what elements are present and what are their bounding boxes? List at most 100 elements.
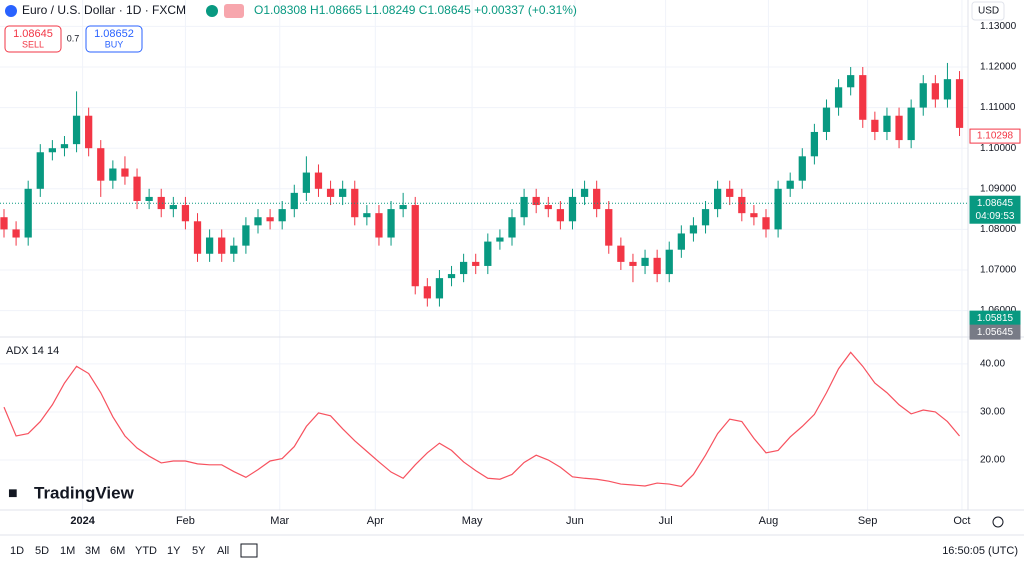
candle-body: [955, 79, 964, 128]
logo: TradingView: [34, 483, 135, 502]
candle-body: [254, 217, 262, 226]
countdown: 04:09:53: [976, 211, 1015, 222]
candle-body: [339, 188, 347, 197]
candle-body: [919, 83, 927, 108]
symbol-icon: [5, 5, 17, 17]
candle-body: [109, 168, 117, 181]
candle-body: [48, 148, 57, 153]
y-tick-label: 1.11000: [980, 102, 1016, 113]
candle-body: [435, 278, 444, 299]
range-button[interactable]: 6M: [110, 545, 125, 557]
candle-body: [738, 196, 746, 214]
candle-body: [205, 237, 214, 254]
x-tick-label: Mar: [270, 515, 289, 527]
candle-body: [580, 188, 589, 197]
candle-body: [943, 79, 952, 100]
range-button[interactable]: 1D: [10, 545, 24, 557]
range-button[interactable]: 3M: [85, 545, 100, 557]
x-tick-label: Aug: [759, 515, 779, 527]
candle-body: [326, 188, 335, 197]
candle-body: [399, 205, 407, 210]
range-button[interactable]: All: [217, 545, 229, 557]
candle-body: [641, 257, 649, 266]
candle-body: [568, 196, 577, 222]
candle-body: [157, 196, 165, 210]
range-button[interactable]: 1Y: [167, 545, 181, 557]
candle-body: [290, 192, 298, 210]
candle-body: [0, 217, 8, 230]
price-label-box: [969, 324, 1021, 340]
y-tick-label: 1.07000: [980, 265, 1017, 276]
candle-body: [629, 261, 637, 266]
candle-body: [871, 119, 879, 132]
candle-body: [411, 205, 419, 287]
candle-body: [822, 107, 831, 132]
market-status[interactable]: [224, 4, 244, 18]
adx-line: [3, 351, 960, 488]
candle-body: [593, 188, 601, 210]
symbol-title: Euro / U.S. Dollar · 1D · FXCM: [22, 3, 186, 17]
candle-body: [847, 75, 855, 88]
buy-label: BUY: [105, 39, 124, 49]
candle-body: [859, 75, 867, 120]
candle-body: [230, 245, 238, 254]
candle-body: [665, 249, 673, 275]
candle-body: [834, 87, 843, 108]
candle-body: [677, 233, 685, 250]
x-tick-label: Jul: [659, 515, 673, 527]
candle-body: [375, 213, 383, 238]
candle-body: [701, 209, 710, 226]
y-tick-label: 1.13000: [980, 21, 1017, 32]
candle-body: [169, 205, 177, 210]
candle-body: [97, 148, 105, 181]
price-label-box: [969, 128, 1021, 144]
price-label: 1.05645: [977, 327, 1014, 338]
clock: 16:50:05 (UTC): [942, 545, 1018, 557]
sell-price: 1.08645: [13, 28, 53, 40]
currency-button[interactable]: [971, 1, 1005, 21]
x-tick-label: Oct: [953, 515, 970, 527]
candle-body: [266, 217, 274, 222]
candle-body: [363, 213, 371, 218]
y-tick-label: 1.10000: [980, 143, 1017, 154]
buy-button[interactable]: [85, 25, 143, 53]
sell-label: SELL: [22, 39, 44, 49]
ohlc-values: O1.08308 H1.08665 L1.08249 C1.08645 +0.0…: [254, 3, 577, 17]
candle-body: [387, 209, 395, 238]
candle-body: [798, 156, 806, 181]
candle-body: [459, 261, 468, 275]
candle-body: [532, 196, 540, 206]
candle-body: [145, 196, 153, 201]
candle-body: [447, 274, 456, 279]
range-button[interactable]: 5D: [35, 545, 49, 557]
range-button[interactable]: YTD: [135, 545, 157, 557]
candle-body: [133, 176, 141, 201]
settings-icon[interactable]: [992, 516, 1004, 528]
candle-body: [60, 144, 69, 149]
candle-body: [36, 152, 44, 189]
candle-body: [931, 83, 939, 100]
candle-body: [181, 205, 190, 222]
price-label-box: [969, 195, 1021, 224]
date-range-icon[interactable]: [240, 543, 258, 558]
y-tick-label: 1.08000: [980, 224, 1017, 235]
currency: USD: [978, 6, 999, 17]
x-tick-label: 2024: [70, 515, 95, 527]
candle-body: [302, 172, 311, 193]
x-tick-label: Feb: [176, 515, 195, 527]
x-tick-label: May: [462, 515, 483, 527]
candle-body: [484, 241, 492, 266]
range-button[interactable]: 5Y: [192, 545, 206, 557]
range-button[interactable]: 1M: [60, 545, 75, 557]
indicator-tick-label: 20.00: [980, 455, 1005, 466]
candle-body: [72, 115, 81, 145]
status-dot[interactable]: [206, 5, 218, 17]
x-tick-label: Apr: [367, 515, 384, 527]
candle-body: [883, 115, 891, 132]
sell-button[interactable]: [4, 25, 62, 53]
indicator-name: ADX 14 14: [6, 345, 59, 357]
candle-body: [496, 237, 504, 242]
spread: 0.7: [67, 33, 80, 43]
